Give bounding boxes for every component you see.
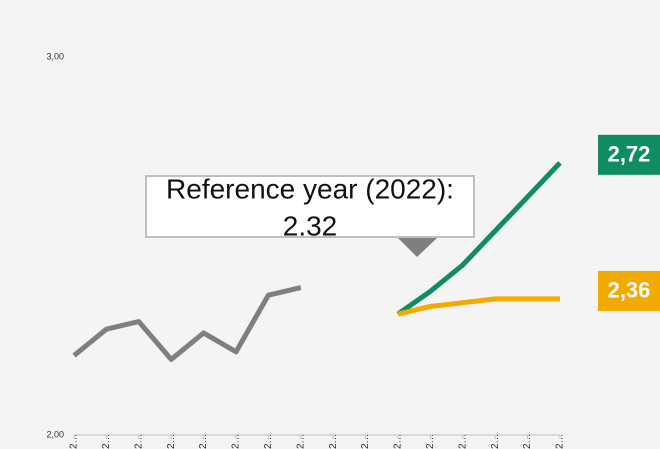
x-tick-label: 2… bbox=[101, 433, 112, 449]
x-tick-label: 2… bbox=[555, 433, 566, 449]
value-label: 2,72 bbox=[608, 142, 651, 167]
value-label-box bbox=[598, 134, 660, 175]
annotation-pointer bbox=[398, 238, 437, 257]
x-tick-label: 2… bbox=[457, 433, 468, 449]
x-tick-label: 2… bbox=[231, 433, 242, 449]
x-tick-label: 2… bbox=[490, 433, 501, 449]
annotation-value: 2.32 bbox=[283, 210, 338, 241]
y-tick-label: 3,00 bbox=[46, 51, 64, 61]
x-tick-label: 2… bbox=[133, 433, 144, 449]
series-line bbox=[396, 161, 562, 317]
x-tick-label: 2… bbox=[295, 433, 306, 449]
x-tick-label: 2… bbox=[425, 433, 436, 449]
value-label-box bbox=[598, 270, 660, 311]
x-tick-label: 2… bbox=[522, 433, 533, 449]
x-tick-label: 2… bbox=[328, 433, 339, 449]
x-tick-label: 2… bbox=[393, 433, 404, 449]
value-label: 2,36 bbox=[608, 278, 651, 303]
annotation-box bbox=[145, 175, 475, 238]
x-tick-label: 2… bbox=[360, 433, 371, 449]
x-tick-label: 2… bbox=[69, 433, 80, 449]
series-line bbox=[72, 285, 302, 362]
annotation-label: Reference year (2022): bbox=[166, 173, 454, 204]
x-tick-label: 2… bbox=[166, 433, 177, 449]
x-tick-label: 2… bbox=[198, 433, 209, 449]
y-tick-label: 2,00 bbox=[46, 429, 64, 439]
series-line bbox=[397, 296, 560, 317]
x-tick-label: 2… bbox=[263, 433, 274, 449]
